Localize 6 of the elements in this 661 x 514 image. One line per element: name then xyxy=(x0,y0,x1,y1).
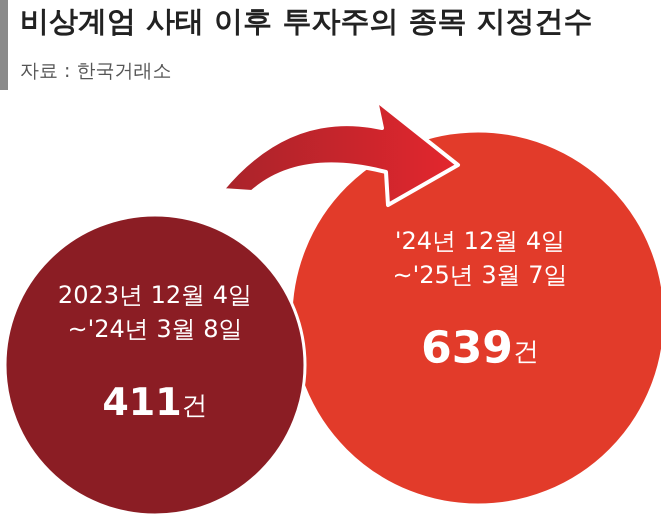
text: 자료 : 한국거래소 xyxy=(20,59,172,84)
category-label: '24년 12월 4일 ~'25년 3월 7일 xyxy=(392,227,568,290)
data-label: 411건 xyxy=(102,380,208,424)
text: 비상계엄 사태 이후 투자주의 종목 지정건수 xyxy=(20,3,592,40)
category-label: 2023년 12월 4일 ~'24년 3월 8일 xyxy=(58,281,252,344)
data-label: 639건 xyxy=(421,322,539,374)
